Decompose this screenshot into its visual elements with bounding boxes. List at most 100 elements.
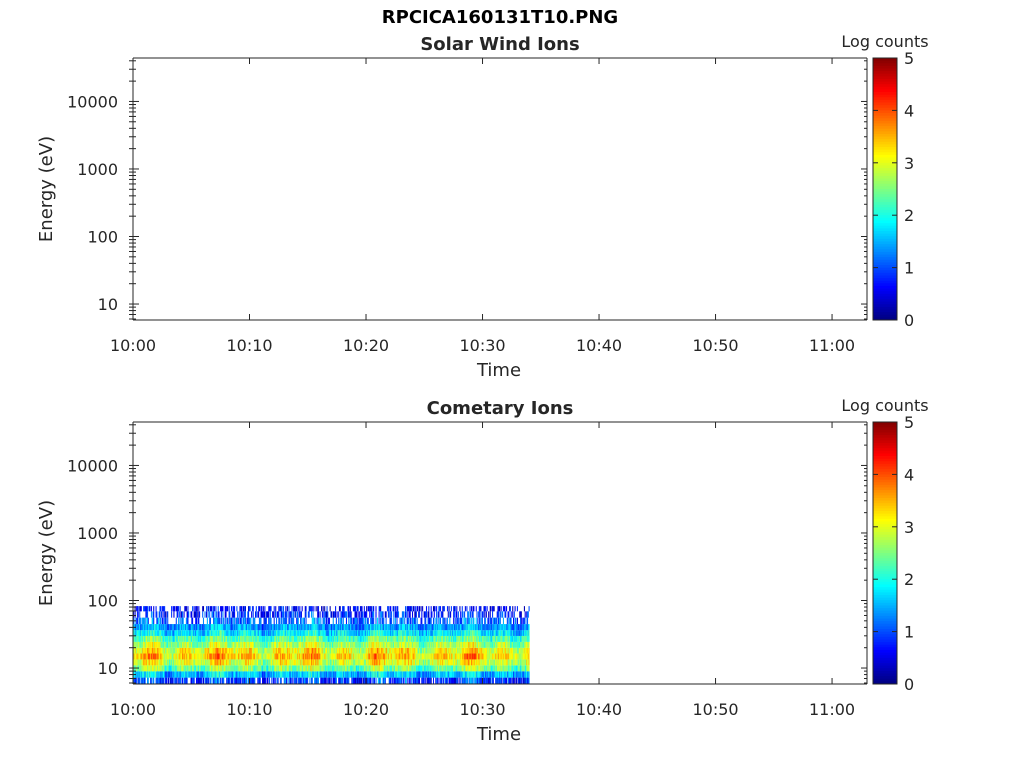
heatmap-cell	[375, 606, 377, 612]
heatmap-cell	[200, 624, 202, 631]
heatmap-cell	[358, 635, 360, 642]
heatmap-cell	[391, 647, 393, 654]
heatmap-cell	[300, 641, 302, 648]
heatmap-cell	[439, 671, 441, 678]
heatmap-cell	[329, 624, 331, 631]
heatmap-cell	[200, 630, 202, 636]
heatmap-cell	[442, 630, 444, 636]
heatmap-cell	[276, 671, 278, 678]
heatmap-cell	[209, 624, 212, 631]
heatmap-cell	[140, 606, 142, 612]
heatmap-cell	[342, 630, 344, 636]
heatmap-cell	[436, 635, 438, 642]
heatmap-cell	[408, 635, 410, 642]
heatmap-cell	[300, 611, 302, 618]
heatmap-cell	[397, 624, 399, 631]
heatmap-cell	[284, 635, 286, 642]
heatmap-cell	[314, 647, 316, 654]
heatmap-cell	[178, 624, 180, 631]
heatmap-cell	[343, 641, 345, 648]
heatmap-cell	[422, 659, 424, 666]
heatmap-cell	[436, 641, 438, 648]
heatmap-cell	[414, 677, 416, 685]
heatmap-cell	[393, 671, 395, 678]
colorbar-segment	[873, 191, 897, 195]
heatmap-cell	[244, 659, 246, 666]
heatmap-cell	[334, 611, 336, 618]
heatmap-cell	[157, 624, 159, 631]
heatmap-cell	[243, 611, 245, 618]
heatmap-cell	[283, 665, 285, 672]
heatmap-cell	[376, 635, 378, 642]
heatmap-cell	[422, 630, 424, 636]
heatmap-cell	[149, 659, 151, 666]
heatmap-cell	[326, 624, 328, 631]
colorbar-segment	[873, 81, 897, 85]
heatmap-cell	[285, 606, 287, 612]
heatmap-cell	[343, 630, 345, 636]
heatmap-cell	[133, 635, 135, 642]
heatmap-cell	[324, 624, 327, 631]
heatmap-cell	[419, 641, 421, 648]
heatmap-cell	[442, 665, 444, 672]
heatmap-cell	[231, 630, 233, 636]
heatmap-cell	[247, 653, 249, 660]
heatmap-cell	[154, 647, 156, 654]
heatmap-cell	[334, 630, 336, 636]
heatmap-cell	[427, 647, 429, 654]
heatmap-cell	[152, 624, 154, 631]
heatmap-cell	[184, 665, 186, 672]
heatmap-cell	[180, 647, 182, 654]
heatmap-cell	[287, 647, 289, 654]
heatmap-cell	[314, 635, 316, 642]
heatmap-cell	[239, 677, 241, 685]
heatmap-cell	[153, 635, 155, 642]
heatmap-cell	[255, 665, 257, 672]
heatmap-cell	[245, 635, 247, 642]
heatmap-cell	[144, 606, 146, 612]
heatmap-cell	[262, 653, 264, 660]
heatmap-cell	[350, 635, 352, 642]
heatmap-cell	[151, 671, 153, 678]
heatmap-cell	[318, 659, 320, 666]
heatmap-cell	[199, 665, 201, 672]
heatmap-cell	[407, 611, 409, 618]
heatmap-cell	[324, 659, 326, 666]
heatmap-cell	[444, 659, 446, 666]
heatmap-cell	[286, 641, 288, 648]
heatmap-cell	[302, 659, 304, 666]
heatmap-cell	[342, 671, 344, 678]
heatmap-cell	[231, 624, 233, 631]
heatmap-cell	[167, 665, 169, 672]
heatmap-cell	[294, 611, 296, 618]
heatmap-cell	[281, 624, 283, 631]
heatmap-cell	[283, 617, 285, 625]
heatmap-cell	[352, 630, 354, 636]
heatmap-cell	[156, 677, 158, 685]
heatmap-cell	[265, 641, 267, 648]
heatmap-cell	[226, 635, 228, 642]
heatmap-cell	[288, 630, 290, 636]
heatmap-cell	[155, 647, 157, 654]
heatmap-cell	[286, 624, 288, 631]
heatmap-cell	[305, 606, 307, 612]
heatmap-cell	[421, 665, 423, 672]
heatmap-cell	[136, 617, 138, 625]
heatmap-cell	[325, 630, 327, 636]
heatmap-cell	[220, 635, 222, 642]
heatmap-cell	[351, 630, 353, 636]
heatmap-cell	[141, 677, 143, 685]
heatmap-cell	[398, 641, 400, 648]
heatmap-cell	[435, 665, 437, 672]
heatmap-cell	[248, 659, 250, 666]
heatmap-cell	[366, 617, 368, 625]
heatmap-cell	[161, 617, 163, 625]
heatmap-cell	[236, 647, 238, 654]
heatmap-cell	[370, 653, 372, 660]
heatmap-cell	[186, 630, 188, 636]
heatmap-cell	[190, 671, 192, 678]
heatmap-cell	[151, 630, 153, 636]
heatmap-cell	[225, 635, 227, 642]
heatmap-cell	[453, 647, 456, 654]
heatmap-cell	[391, 665, 393, 672]
